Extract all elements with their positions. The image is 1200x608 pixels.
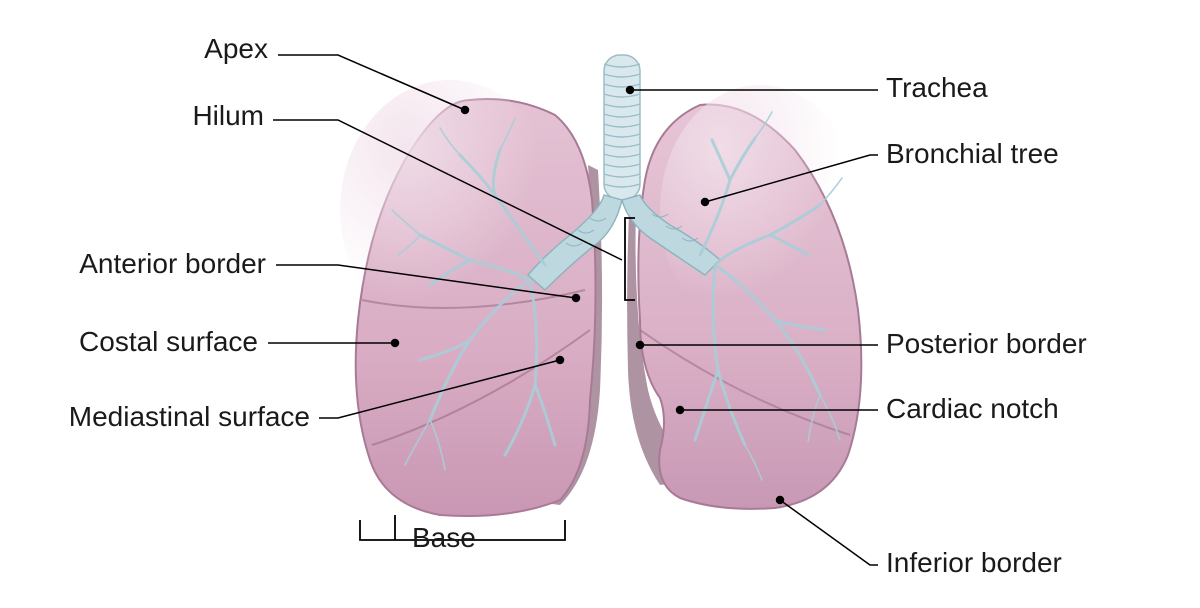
lung-diagram: Apex Hilum Anterior border Costal surfac… (0, 0, 1200, 608)
label-apex: Apex (204, 33, 268, 65)
label-trachea: Trachea (886, 72, 988, 104)
label-costal-surface: Costal surface (79, 326, 258, 358)
label-cardiac-notch: Cardiac notch (886, 393, 1059, 425)
label-posterior-border: Posterior border (886, 328, 1087, 360)
label-inferior-border: Inferior border (886, 547, 1062, 579)
trachea-shape (604, 55, 640, 200)
label-base: Base (412, 522, 476, 554)
label-hilum: Hilum (192, 100, 264, 132)
label-bronchial-tree: Bronchial tree (886, 138, 1059, 170)
label-anterior-border: Anterior border (79, 248, 266, 280)
lung-illustration (0, 0, 1200, 608)
label-mediastinal-surface: Mediastinal surface (69, 401, 310, 433)
